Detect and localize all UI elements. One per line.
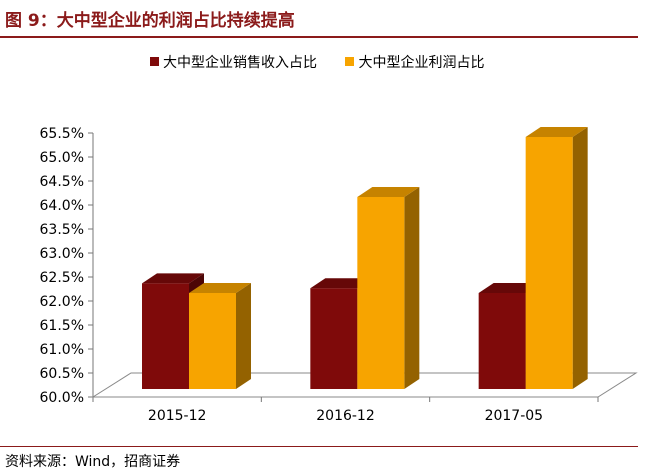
title-bar: 图 9：大中型企业的利润占比持续提高 [0, 0, 645, 38]
bar-top [310, 278, 373, 289]
legend-label-profit: 大中型企业利润占比 [358, 55, 485, 71]
bar-top [478, 283, 541, 293]
x-tick-label: 2017-05 [485, 408, 544, 424]
y-tick-label: 62.5% [40, 270, 84, 286]
legend-item-profit: 大中型企业利润占比 [345, 52, 484, 72]
legend-item-revenue: 大中型企业销售收入占比 [150, 52, 317, 72]
x-tick-label: 2016-12 [316, 408, 375, 424]
bar [478, 293, 526, 389]
bar-side [236, 283, 251, 389]
y-tick-label: 60.0% [40, 390, 84, 406]
bar [310, 288, 358, 389]
bar-top [525, 127, 588, 137]
bar [142, 283, 189, 389]
legend-swatch-profit [345, 57, 355, 66]
x-tick-label: 2015-12 [148, 408, 207, 424]
bar [525, 137, 573, 389]
y-tick-label: 60.5% [40, 366, 84, 382]
bar-side [404, 187, 420, 389]
bar [357, 197, 405, 389]
y-tick-label: 64.5% [40, 174, 84, 190]
title-divider [0, 36, 638, 38]
bar [189, 293, 236, 389]
y-tick-label: 61.0% [40, 342, 84, 358]
source-divider [0, 446, 638, 447]
legend-label-revenue: 大中型企业销售收入占比 [163, 55, 317, 71]
y-tick-label: 65.5% [40, 126, 84, 142]
legend-swatch-revenue [150, 57, 159, 66]
y-tick-label: 64.0% [40, 198, 84, 214]
source-note: 资料来源：Wind，招商证券 [5, 454, 181, 470]
y-tick-label: 65.0% [40, 150, 84, 166]
chart-title: 图 9：大中型企业的利润占比持续提高 [5, 11, 295, 31]
bar-top [142, 273, 204, 284]
bar-top [357, 187, 420, 197]
y-tick-label: 63.5% [40, 222, 84, 238]
bar-side [572, 127, 588, 389]
y-tick-label: 63.0% [40, 246, 84, 262]
bar-top [189, 283, 251, 293]
y-tick-label: 61.5% [40, 318, 84, 334]
y-tick-label: 62.0% [40, 294, 84, 310]
legend: 大中型企业销售收入占比 大中型企业利润占比 [150, 52, 508, 72]
